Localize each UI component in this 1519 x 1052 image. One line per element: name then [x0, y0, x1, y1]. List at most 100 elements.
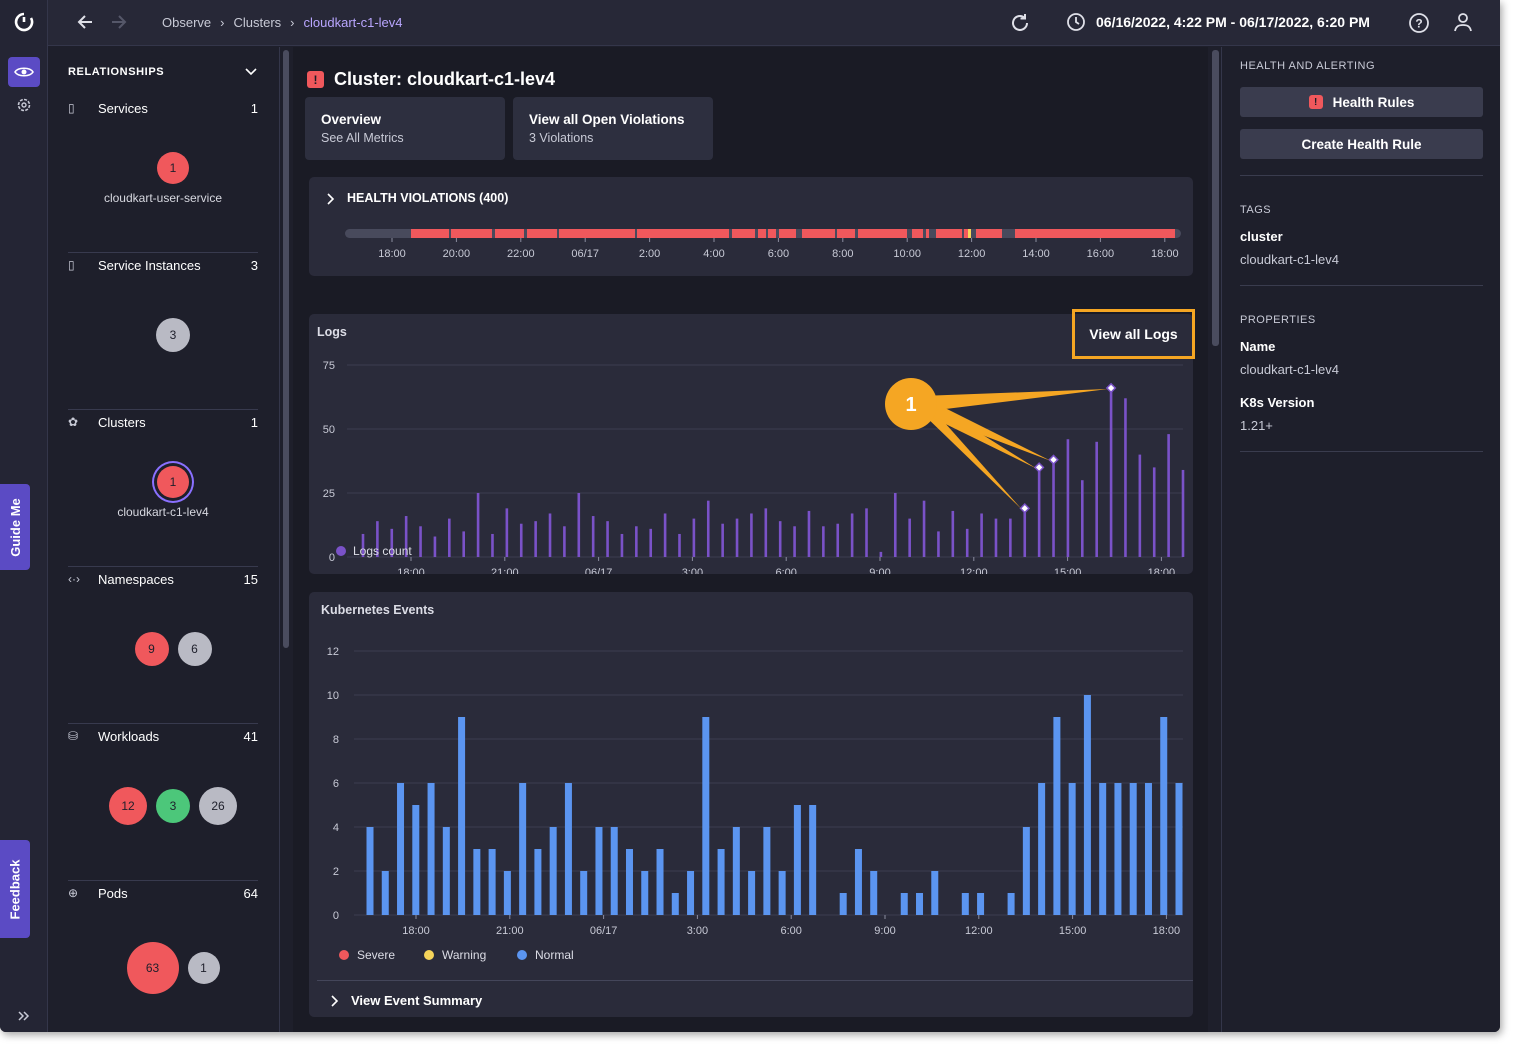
logs-bar[interactable] — [1066, 439, 1070, 557]
logs-bar[interactable] — [404, 516, 408, 557]
relationship-services[interactable]: ▯ Services 1 1 cloudkart-user-service — [68, 96, 258, 253]
logs-bar[interactable] — [865, 508, 868, 557]
violation-segment[interactable] — [912, 229, 923, 238]
events-bar[interactable] — [854, 849, 862, 915]
violations-timeline[interactable]: 18:00 20:00 22:00 06/17 2:00 4:00 6:00 8:00 10:0… — [339, 221, 1185, 265]
logs-bar[interactable] — [1167, 434, 1170, 557]
events-bar[interactable] — [931, 871, 939, 915]
violation-segment[interactable] — [858, 229, 907, 238]
logs-bar[interactable] — [822, 526, 825, 557]
logs-bar[interactable] — [994, 518, 998, 557]
forward-arrow-icon[interactable] — [110, 12, 128, 32]
count-bubble[interactable]: 6 — [177, 632, 212, 666]
events-bar[interactable] — [748, 871, 756, 915]
expand-rail-icon[interactable] — [17, 1010, 31, 1022]
events-bar[interactable] — [1099, 783, 1107, 915]
logs-bar[interactable] — [1152, 467, 1156, 557]
logs-bar[interactable] — [1181, 469, 1185, 557]
events-bar[interactable] — [900, 893, 908, 915]
breadcrumb-clusters[interactable]: Clusters — [233, 15, 282, 30]
events-bar[interactable] — [763, 827, 771, 915]
logs-bar[interactable] — [980, 513, 983, 557]
logs-bar[interactable] — [937, 531, 940, 557]
logs-bar[interactable] — [764, 508, 768, 557]
settings-nav-button[interactable] — [8, 90, 40, 120]
events-bar[interactable] — [641, 871, 649, 915]
logs-bar[interactable] — [1052, 459, 1055, 557]
logs-bar[interactable] — [1138, 454, 1142, 557]
logs-bar[interactable] — [1009, 518, 1012, 557]
violation-segment[interactable] — [559, 229, 635, 238]
feedback-tab[interactable]: Feedback — [0, 840, 30, 938]
logs-bar[interactable] — [778, 521, 782, 557]
events-bar[interactable] — [534, 849, 542, 915]
logs-bar[interactable] — [563, 526, 566, 557]
violation-segment[interactable] — [779, 229, 796, 238]
logs-bar[interactable] — [476, 493, 480, 557]
events-bar[interactable] — [1007, 893, 1015, 915]
logs-bar[interactable] — [735, 518, 739, 557]
violation-segment[interactable] — [802, 229, 835, 238]
logs-bar[interactable] — [419, 526, 422, 557]
events-bar[interactable] — [1068, 783, 1076, 915]
events-bar[interactable] — [717, 849, 725, 915]
chevron-down-icon[interactable] — [245, 68, 257, 76]
logs-bar[interactable] — [793, 526, 796, 557]
logs-bar[interactable] — [1124, 398, 1127, 557]
events-bar[interactable] — [1144, 783, 1152, 915]
violation-segment[interactable] — [976, 229, 1002, 238]
events-bar[interactable] — [916, 893, 924, 915]
logs-bar[interactable] — [361, 533, 365, 557]
logs-bar[interactable] — [1037, 467, 1041, 557]
tab-open-violations[interactable]: View all Open Violations 3 Violations — [513, 97, 713, 160]
logs-bar[interactable] — [635, 526, 638, 557]
violation-segment[interactable] — [1015, 229, 1175, 238]
warning-segment[interactable] — [968, 229, 971, 238]
app-logo-icon[interactable] — [14, 11, 34, 33]
count-bubble[interactable]: 1 — [157, 466, 189, 498]
events-bar[interactable] — [809, 805, 817, 915]
logs-bar[interactable] — [1109, 388, 1113, 557]
logs-bar[interactable] — [591, 516, 595, 557]
logs-bar[interactable] — [620, 533, 624, 557]
logs-bar[interactable] — [1023, 508, 1027, 557]
logs-bar[interactable] — [663, 513, 667, 557]
events-bar[interactable] — [595, 827, 603, 915]
bubble-label[interactable]: cloudkart-user-service — [103, 191, 223, 205]
logs-bar[interactable] — [519, 523, 523, 557]
logs-bar[interactable] — [534, 521, 537, 557]
main-scrollbar[interactable] — [1212, 50, 1219, 346]
events-bar[interactable] — [702, 717, 710, 915]
logs-bar[interactable] — [376, 521, 379, 557]
create-health-rule-button[interactable]: Create Health Rule — [1240, 129, 1483, 159]
logs-bar[interactable] — [606, 521, 609, 557]
violation-segment[interactable] — [527, 229, 557, 238]
relationship-workloads[interactable]: ⛁ Workloads 41 12 3 26 — [68, 724, 258, 881]
events-bar[interactable] — [412, 805, 420, 915]
chevron-right-icon[interactable] — [327, 193, 335, 205]
count-bubble[interactable]: 1 — [157, 152, 189, 184]
logs-bar[interactable] — [721, 523, 724, 557]
logs-bar[interactable] — [505, 508, 509, 557]
logs-bar[interactable] — [448, 518, 451, 557]
relationship-namespaces[interactable]: ‹·› Namespaces 15 9 6 — [68, 567, 258, 724]
count-bubble[interactable]: 26 — [199, 787, 237, 825]
events-bar[interactable] — [778, 871, 786, 915]
events-bar[interactable] — [1129, 783, 1137, 915]
count-bubble[interactable]: 3 — [156, 789, 190, 823]
logs-bar[interactable] — [491, 533, 494, 557]
logs-bar[interactable] — [692, 518, 696, 557]
events-bar[interactable] — [839, 893, 847, 915]
events-bar[interactable] — [381, 871, 389, 915]
logs-bar[interactable] — [879, 551, 883, 557]
tab-overview[interactable]: Overview See All Metrics — [305, 97, 505, 160]
count-bubble[interactable]: 12 — [109, 787, 147, 825]
events-bar[interactable] — [366, 827, 374, 915]
violation-segment[interactable] — [637, 229, 729, 238]
violation-segment[interactable] — [411, 229, 449, 238]
events-bar[interactable] — [1053, 717, 1061, 915]
logs-bar[interactable] — [908, 518, 911, 557]
logs-bar[interactable] — [807, 510, 811, 557]
events-bar[interactable] — [427, 783, 435, 915]
back-arrow-icon[interactable] — [76, 12, 94, 32]
